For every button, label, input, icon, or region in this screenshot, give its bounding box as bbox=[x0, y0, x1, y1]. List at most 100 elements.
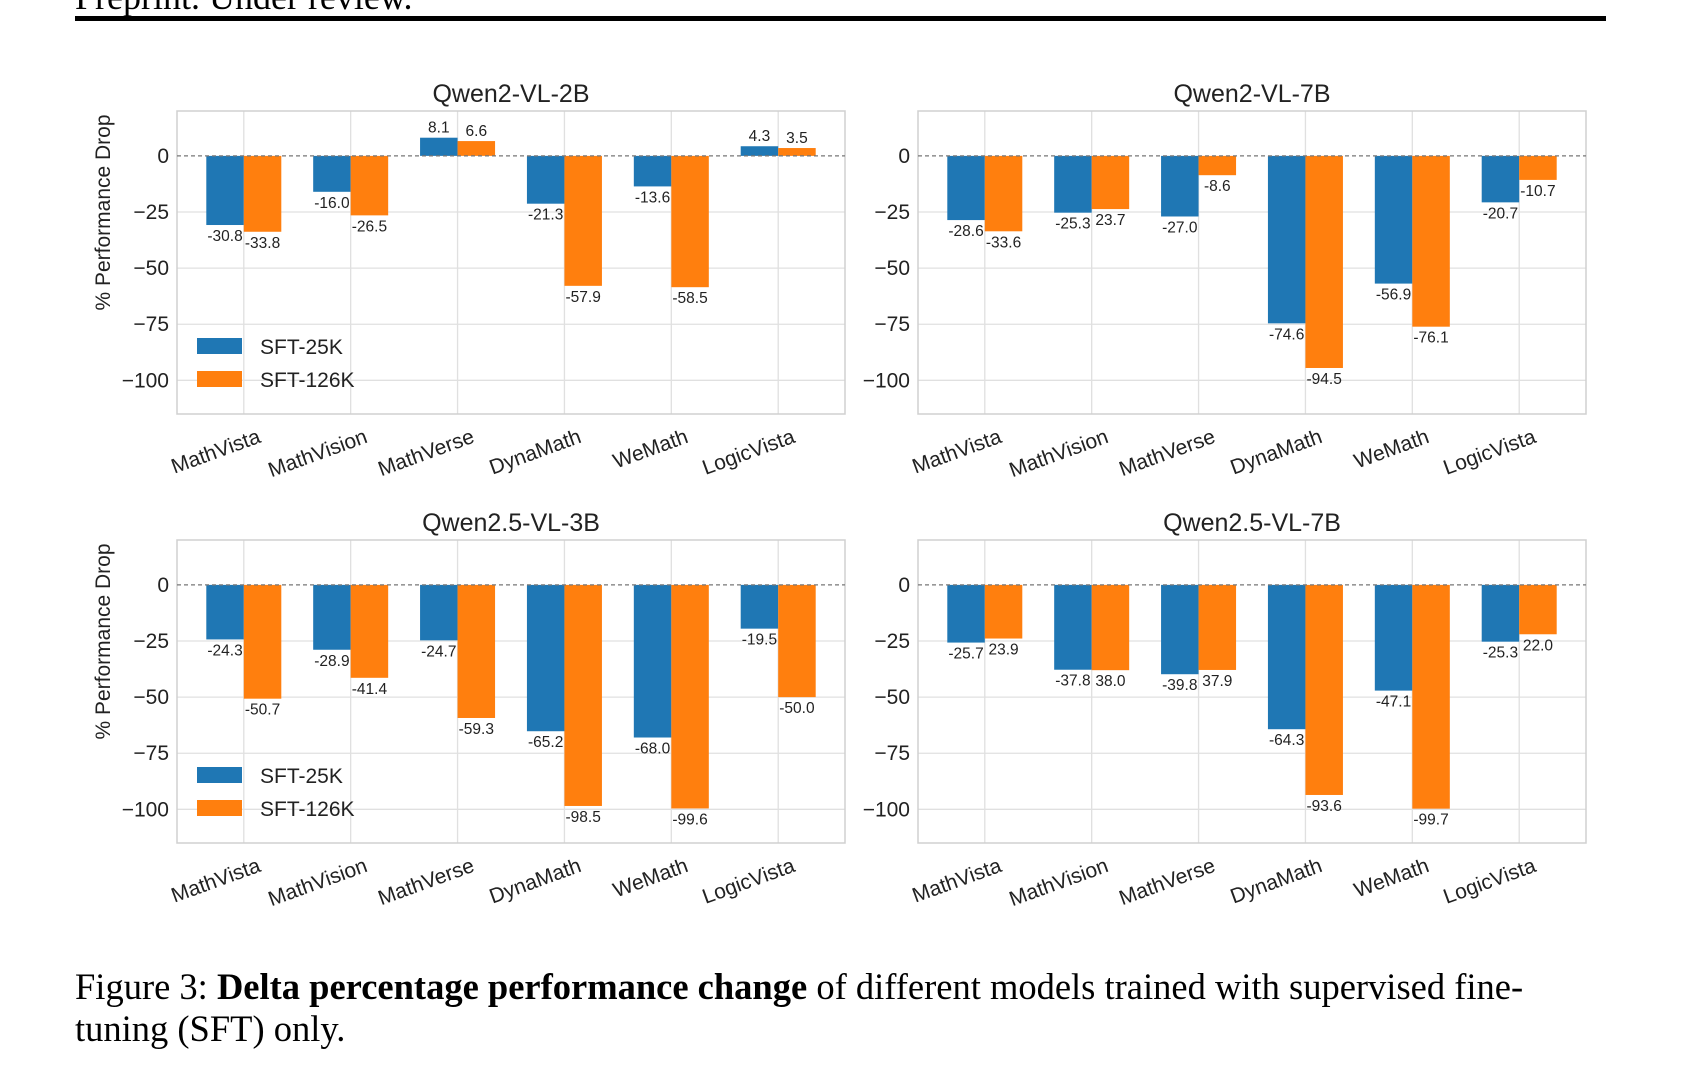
legend: SFT-25K SFT-126K bbox=[197, 765, 355, 821]
data-label: 38.0 bbox=[1095, 673, 1126, 690]
chart-title: Qwen2.5-VL-3B bbox=[422, 509, 600, 537]
page-header: Preprint. Under review. bbox=[75, 0, 1605, 18]
bar-sft-25k bbox=[633, 584, 672, 738]
y-tick-label: 0 bbox=[157, 574, 169, 597]
x-tick-label: DynaMath bbox=[1227, 425, 1325, 479]
y-tick-label: −50 bbox=[133, 686, 169, 709]
bar-sft-126k bbox=[671, 155, 709, 288]
bar-sft-126k bbox=[778, 584, 816, 698]
bar-sft-25k bbox=[740, 146, 779, 156]
plot-frame bbox=[176, 110, 846, 415]
legend-swatch-sft-25k bbox=[197, 767, 242, 783]
y-tick-label: −75 bbox=[133, 313, 169, 336]
data-label: -47.1 bbox=[1376, 694, 1411, 711]
bar-sft-25k bbox=[1161, 155, 1199, 217]
data-label: -13.6 bbox=[635, 189, 670, 206]
x-tick-label: DynaMath bbox=[486, 854, 584, 908]
legend-label: SFT-126K bbox=[260, 369, 355, 392]
bar-sft-25k bbox=[206, 155, 244, 226]
y-tick-label: −75 bbox=[874, 742, 910, 765]
plot-frame bbox=[176, 539, 846, 844]
bar-sft-126k bbox=[564, 584, 602, 806]
bar-sft-25k bbox=[526, 584, 565, 732]
x-tick-label: LogicVista bbox=[699, 854, 798, 909]
data-label: -10.7 bbox=[1520, 183, 1555, 200]
x-tick-label: DynaMath bbox=[1227, 854, 1325, 908]
x-tick-label: MathVerse bbox=[375, 425, 477, 481]
bar-sft-126k bbox=[243, 584, 282, 699]
data-label: 37.9 bbox=[1202, 673, 1232, 690]
y-tick-label: −50 bbox=[874, 686, 910, 709]
data-label: -76.1 bbox=[1413, 330, 1448, 347]
data-label: -16.0 bbox=[314, 195, 350, 212]
chart-panel-4: 0 −25 −50 −75 −100 -25.7 -37.8 -39.8 -64.3 -47.1 -… bbox=[863, 509, 1587, 911]
x-tick-label: MathVerse bbox=[1116, 425, 1218, 481]
data-label: -37.8 bbox=[1055, 673, 1090, 690]
y-tick-label: −25 bbox=[874, 201, 910, 224]
bar-sft-25k bbox=[420, 584, 458, 641]
x-tick-label: MathVista bbox=[909, 854, 1005, 908]
x-tick-label: LogicVista bbox=[699, 425, 798, 480]
caption-rest: of different models trained with supervi… bbox=[75, 966, 1524, 1049]
legend-label: SFT-126K bbox=[260, 798, 355, 821]
x-tick-label: MathVista bbox=[909, 425, 1005, 479]
x-tick-label: WeMath bbox=[1351, 854, 1432, 902]
bar-sft-25k bbox=[420, 137, 458, 156]
data-label: -26.5 bbox=[352, 218, 387, 235]
data-label: -28.9 bbox=[314, 653, 349, 670]
bar-sft-25k bbox=[947, 584, 985, 643]
chart-panel-3: 0 −25 −50 −75 −100 -24.3 -28.9 -24.7 -65.2 -68.0 -… bbox=[92, 509, 846, 911]
bar-sft-126k bbox=[1519, 155, 1557, 180]
chart-title: Qwen2-VL-2B bbox=[432, 80, 589, 108]
legend-swatch-sft-126k bbox=[197, 371, 242, 387]
y-axis-label: % Performance Drop bbox=[92, 543, 115, 739]
bar-sft-126k bbox=[671, 584, 709, 809]
bar-sft-126k bbox=[350, 155, 389, 216]
data-label: 22.0 bbox=[1523, 637, 1554, 654]
bar-sft-126k bbox=[1091, 584, 1130, 671]
y-tick-label: 0 bbox=[898, 145, 910, 168]
bar-sft-25k bbox=[313, 155, 351, 192]
x-tick-label: MathVision bbox=[1006, 425, 1111, 482]
x-tick-label: LogicVista bbox=[1440, 854, 1539, 909]
data-label: 8.1 bbox=[428, 120, 450, 137]
y-tick-label: −75 bbox=[874, 313, 910, 336]
bar-sft-126k bbox=[1198, 584, 1237, 670]
y-tick-label: −50 bbox=[133, 257, 169, 280]
header-rule bbox=[75, 16, 1606, 21]
plot-frame bbox=[917, 539, 1587, 844]
data-label: -65.2 bbox=[528, 734, 563, 751]
legend-swatch-sft-126k bbox=[197, 800, 242, 816]
x-tick-label: MathVision bbox=[265, 854, 370, 911]
caption-bold: Delta percentage performance change bbox=[216, 966, 808, 1007]
y-tick-label: 0 bbox=[157, 145, 169, 168]
data-label: -64.3 bbox=[1269, 732, 1304, 749]
bar-sft-126k bbox=[1412, 584, 1450, 809]
legend-swatch-sft-25k bbox=[197, 338, 242, 354]
data-label: -20.7 bbox=[1483, 205, 1518, 222]
y-tick-label: −25 bbox=[133, 201, 169, 224]
bar-sft-126k bbox=[243, 155, 282, 232]
bar-sft-25k bbox=[1481, 155, 1520, 203]
bar-sft-126k bbox=[350, 584, 389, 678]
data-label: -21.3 bbox=[528, 207, 563, 224]
bar-sft-126k bbox=[1198, 155, 1237, 176]
data-label: -19.5 bbox=[742, 632, 777, 649]
x-tick-label: MathVerse bbox=[375, 854, 477, 910]
y-tick-label: −25 bbox=[133, 630, 169, 653]
chart-panel-1: 0 −25 −50 −75 −100 -30.8 -16.0 8.1 -21.3 -13.6 4.3… bbox=[92, 80, 846, 482]
bar-sft-126k bbox=[1305, 155, 1343, 368]
x-tick-label: MathVista bbox=[168, 854, 264, 908]
bar-sft-126k bbox=[984, 155, 1023, 232]
bar-sft-25k bbox=[1054, 584, 1092, 670]
bar-sft-25k bbox=[1374, 584, 1413, 691]
chart-title: Qwen2-VL-7B bbox=[1173, 80, 1330, 108]
data-label: -50.0 bbox=[779, 700, 815, 717]
x-tick-label: WeMath bbox=[610, 425, 691, 473]
bar-sft-25k bbox=[1374, 155, 1413, 284]
data-label: -74.6 bbox=[1269, 326, 1304, 343]
figure-caption: Figure 3: Delta percentage performance c… bbox=[75, 966, 1615, 1050]
y-tick-label: −50 bbox=[874, 257, 910, 280]
data-label: -30.8 bbox=[207, 228, 242, 245]
